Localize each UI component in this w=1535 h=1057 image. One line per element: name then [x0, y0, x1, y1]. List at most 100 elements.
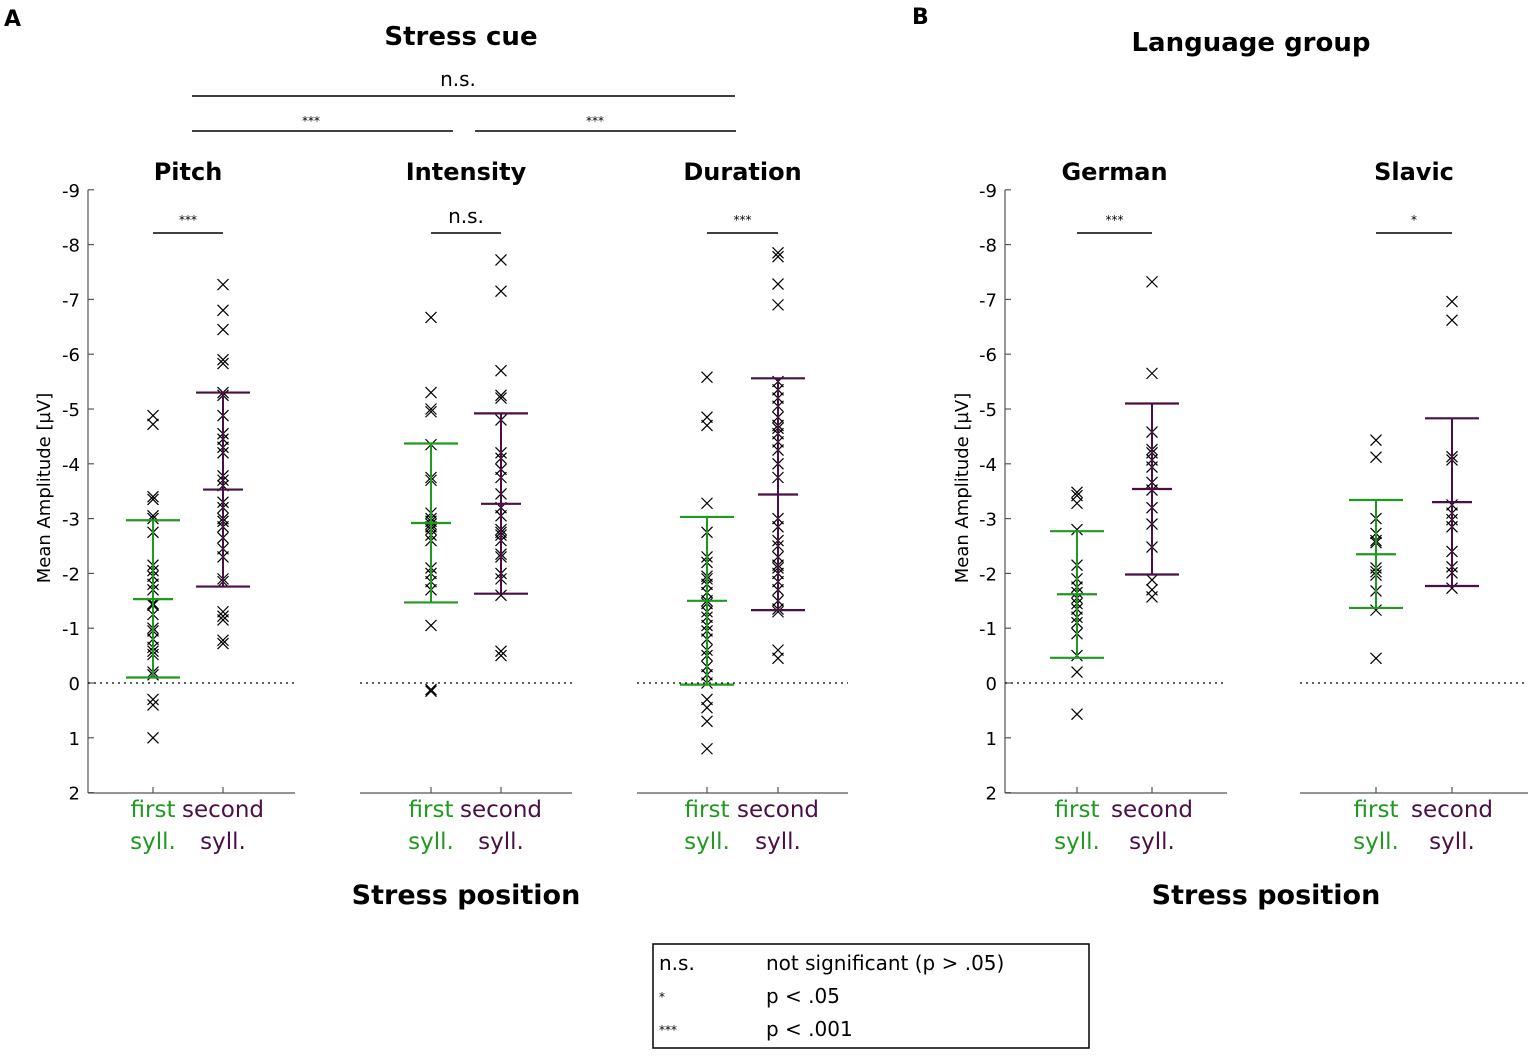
- legend-box: [652, 943, 1090, 1049]
- data-point: [495, 389, 507, 402]
- y-tick-label: -2: [62, 564, 80, 585]
- series-second-syllable: [196, 278, 250, 650]
- data-point: [147, 698, 159, 711]
- data-point: [425, 619, 437, 632]
- x-tick-label: syll.: [1429, 829, 1475, 855]
- x-tick-label: syll.: [1129, 829, 1175, 855]
- subplot-german: German first syll. second syll. -9 -8 -7 -6 -5 -4 -…: [979, 158, 1227, 855]
- data-point: [1071, 708, 1083, 721]
- x-tick-label: syll.: [408, 829, 454, 855]
- x-tick-label: syll.: [200, 829, 246, 855]
- data-point: [425, 683, 437, 696]
- y-tick-label: -4: [979, 455, 997, 476]
- data-point: [495, 392, 507, 404]
- x-tick-label: syll.: [478, 829, 524, 855]
- legend-symbol: ***: [659, 1023, 677, 1037]
- series-first-syllable: [404, 311, 458, 698]
- data-point: [425, 386, 437, 399]
- subplot-title: Slavic: [1374, 158, 1454, 186]
- significance-label: n.s.: [448, 204, 484, 228]
- data-point: [217, 278, 229, 291]
- data-point: [147, 512, 159, 525]
- data-point: [495, 645, 507, 658]
- panel-b-title: Language group: [1131, 28, 1370, 58]
- data-point: [147, 493, 159, 506]
- y-tick-label: -2: [979, 564, 997, 585]
- data-point: [701, 701, 713, 714]
- series-first-syllable: [1349, 434, 1403, 665]
- data-point: [1370, 434, 1382, 447]
- y-tick-label: -1: [979, 619, 997, 640]
- panel-label-a: A: [4, 7, 21, 32]
- y-tick-label: -7: [62, 290, 80, 311]
- comparison-label-intensity-duration: ***: [586, 114, 604, 128]
- panel-a-ylabel: Mean Amplitude [µV]: [34, 393, 55, 584]
- data-point: [772, 298, 784, 311]
- y-tick-label: 0: [69, 674, 80, 695]
- subplot-pitch: Pitchfirstsyll.secondsyll.-9-8-7-6-5-4-3…: [62, 158, 295, 855]
- legend-meaning: not significant (p > .05): [766, 951, 1004, 975]
- data-point: [1071, 497, 1083, 510]
- data-point: [1446, 582, 1458, 595]
- panel-b-ylabel: Mean Amplitude [µV]: [952, 393, 973, 584]
- data-point: [217, 634, 229, 647]
- data-point: [147, 731, 159, 744]
- data-point: [147, 409, 159, 422]
- series-second-syllable: [1125, 275, 1179, 603]
- data-point: [1370, 652, 1382, 665]
- x-tick-label: second: [1111, 797, 1193, 823]
- subplot-title: Duration: [683, 158, 801, 186]
- y-tick-label: -3: [62, 510, 80, 531]
- subplot-duration: Duration first syll. second syll. ***: [637, 158, 848, 855]
- y-tick-label: -6: [62, 345, 80, 366]
- series-first-syllable: [126, 409, 180, 744]
- data-point: [425, 403, 437, 415]
- x-tick-label: first: [1354, 797, 1399, 823]
- panel-label-b: B: [912, 5, 929, 30]
- significance-label: *: [1411, 213, 1417, 227]
- data-point: [1071, 666, 1083, 678]
- data-point: [495, 364, 507, 377]
- data-point: [701, 715, 713, 728]
- x-tick-label: syll.: [755, 829, 801, 855]
- subplot-title: German: [1061, 158, 1167, 186]
- data-point: [217, 357, 229, 370]
- data-point: [217, 605, 229, 618]
- data-point: [425, 405, 437, 418]
- series-second-syllable: [1425, 295, 1479, 595]
- data-point: [1446, 295, 1458, 308]
- data-point: [772, 250, 784, 263]
- x-tick-label: syll.: [684, 829, 730, 855]
- y-tick-label: -4: [62, 455, 80, 476]
- legend: n.s. not significant (p > .05) * p < .05…: [652, 943, 1090, 1049]
- data-point: [147, 693, 159, 706]
- x-tick-label: first: [131, 797, 176, 823]
- x-tick-label: syll.: [1054, 829, 1100, 855]
- between-comparisons: n.s. *** ***: [192, 67, 736, 132]
- series-second-syllable: [474, 254, 528, 662]
- significance-label: ***: [1106, 213, 1124, 227]
- series-second-syllable: [751, 246, 805, 665]
- y-tick-label: 0: [986, 674, 997, 695]
- data-point: [1146, 367, 1158, 380]
- series-first-syllable: [1050, 486, 1104, 721]
- data-point: [217, 614, 229, 626]
- y-tick-label: 1: [69, 729, 80, 750]
- data-point: [772, 246, 784, 259]
- panel-a-xlabel: Stress position: [352, 880, 581, 911]
- data-point: [701, 497, 713, 510]
- data-point: [1446, 314, 1458, 327]
- x-tick-label: second: [182, 797, 264, 823]
- legend-meaning: p < .05: [766, 984, 840, 1008]
- data-point: [147, 490, 159, 503]
- data-point: [701, 693, 713, 706]
- data-point: [1146, 275, 1158, 288]
- y-tick-label: -3: [979, 510, 997, 531]
- subplot-title: Pitch: [154, 158, 223, 186]
- y-tick-label: 1: [986, 729, 997, 750]
- panel-a-title: Stress cue: [384, 22, 537, 52]
- x-tick-label: syll.: [130, 829, 176, 855]
- data-point: [701, 742, 713, 755]
- subplot-slavic: Slavic first syll. second syll. *: [1300, 158, 1528, 855]
- data-point: [1071, 486, 1083, 499]
